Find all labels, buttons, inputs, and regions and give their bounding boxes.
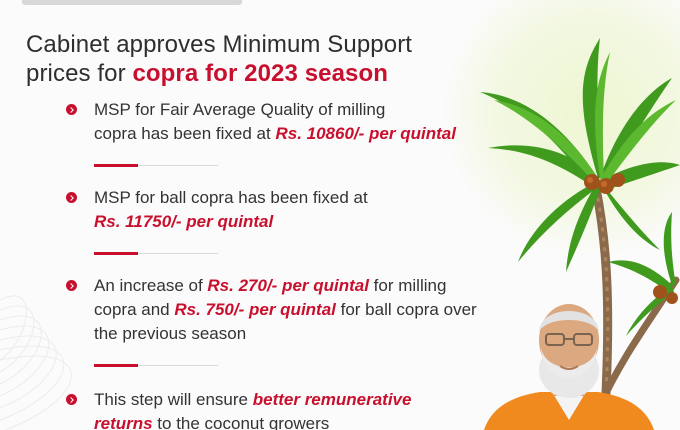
bullet-highlight: better remunerative <box>252 390 412 409</box>
bullet-text: the previous season <box>94 324 247 343</box>
person-photo <box>484 304 654 430</box>
bullet-highlight: Rs. 750/- per quintal <box>174 300 336 319</box>
bullet-highlight: returns <box>94 414 153 430</box>
list-item: This step will ensure better remunerativ… <box>66 388 524 430</box>
list-item: MSP for Fair Average Quality of milling … <box>66 98 524 146</box>
bullet-text: MSP for Fair Average Quality of milling <box>94 100 386 119</box>
title-line-2-prefix: prices for <box>26 60 133 87</box>
bullet-text: for ball copra over <box>335 300 477 319</box>
bullet-highlight: Rs. 10860/- per quintal <box>275 124 456 143</box>
bullet-text: to the coconut growers <box>152 414 330 430</box>
chevron-right-circle-icon <box>66 192 77 203</box>
divider <box>94 164 218 167</box>
list-item: An increase of Rs. 270/- per quintal for… <box>66 274 524 346</box>
bullet-text: copra and <box>94 300 175 319</box>
bullet-text: An increase of <box>94 276 208 295</box>
bullet-highlight: Rs. 11750/- per quintal <box>94 212 274 231</box>
bullet-text: copra has been fixed at <box>94 124 276 143</box>
title-line-1: Cabinet approves Minimum Support <box>26 31 413 58</box>
divider <box>94 364 218 367</box>
page-title: Cabinet approves Minimum Support prices … <box>26 30 506 88</box>
bullet-highlight: Rs. 270/- per quintal <box>207 276 369 295</box>
chevron-right-circle-icon <box>66 394 77 405</box>
bullet-text: for milling <box>368 276 447 295</box>
title-highlight: copra for 2023 season <box>132 60 389 87</box>
divider <box>94 252 218 255</box>
list-item: MSP for ball copra has been fixed at Rs.… <box>66 186 524 234</box>
bullet-text: This step will ensure <box>94 390 253 409</box>
top-strip <box>22 0 242 5</box>
chevron-right-circle-icon <box>66 280 77 291</box>
bullet-text: MSP for ball copra has been fixed at <box>94 188 368 207</box>
chevron-right-circle-icon <box>66 104 77 115</box>
